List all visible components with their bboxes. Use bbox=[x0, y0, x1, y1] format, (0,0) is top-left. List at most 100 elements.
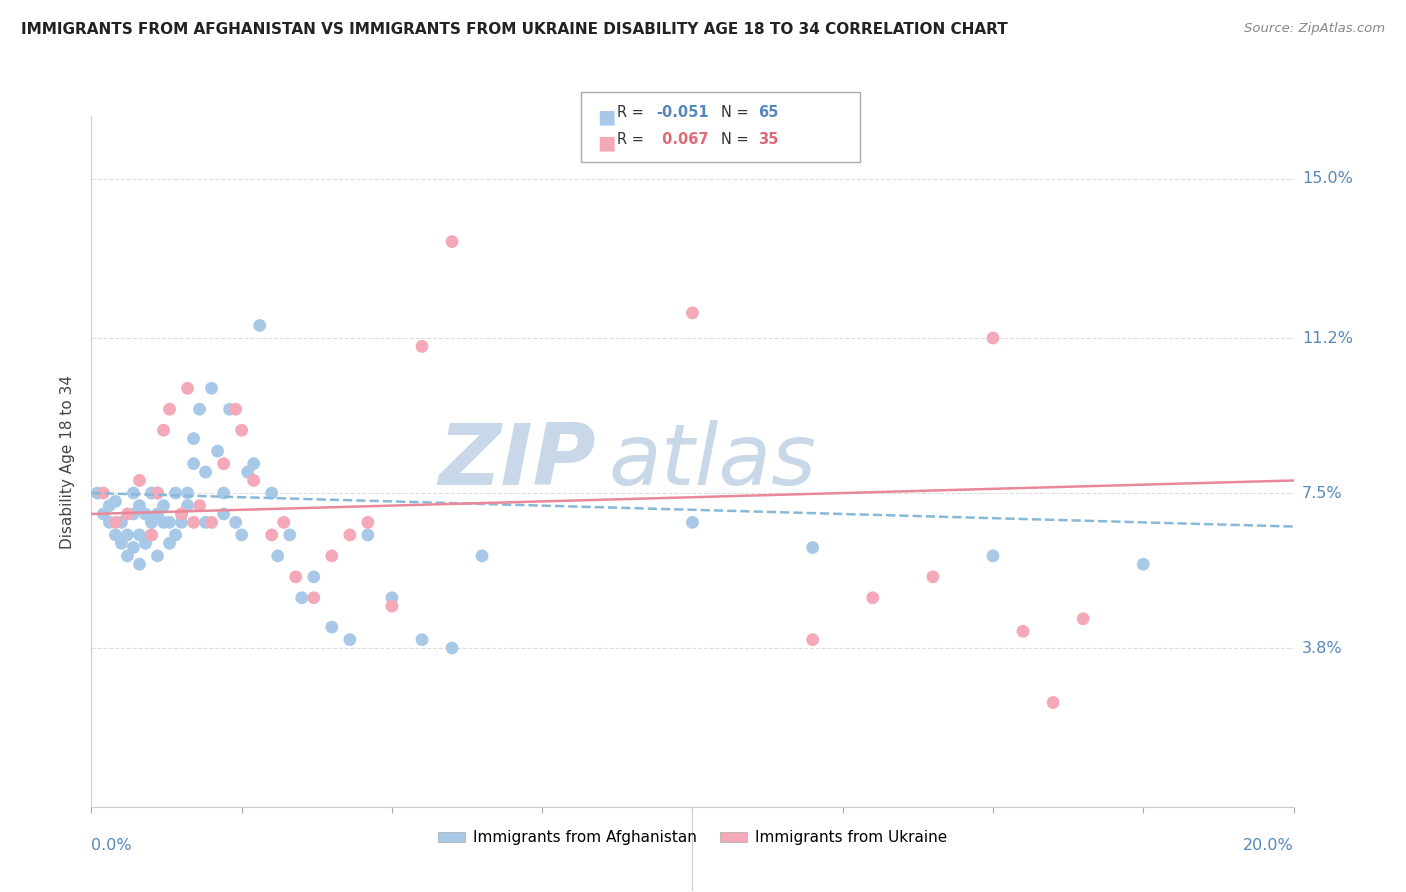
Point bbox=[981, 549, 1004, 563]
Point bbox=[339, 632, 361, 647]
Point bbox=[141, 516, 163, 530]
Text: 7.5%: 7.5% bbox=[1302, 485, 1343, 500]
Point bbox=[681, 516, 703, 530]
Point bbox=[122, 507, 145, 521]
Point bbox=[357, 516, 380, 530]
Point bbox=[471, 549, 494, 563]
Point bbox=[411, 632, 433, 647]
Point bbox=[284, 570, 307, 584]
Point bbox=[122, 541, 145, 555]
Text: Source: ZipAtlas.com: Source: ZipAtlas.com bbox=[1244, 22, 1385, 36]
Point bbox=[440, 641, 463, 656]
Point bbox=[104, 528, 127, 542]
Point bbox=[212, 457, 235, 471]
Point bbox=[110, 516, 132, 530]
Point bbox=[152, 423, 174, 437]
Legend: Immigrants from Afghanistan, Immigrants from Ukraine: Immigrants from Afghanistan, Immigrants … bbox=[432, 824, 953, 852]
Point bbox=[201, 381, 224, 395]
Point bbox=[440, 235, 463, 249]
Text: -0.051: -0.051 bbox=[657, 105, 709, 120]
Point bbox=[267, 549, 290, 563]
Point bbox=[128, 499, 150, 513]
Point bbox=[212, 507, 235, 521]
Point bbox=[104, 516, 127, 530]
Point bbox=[1042, 696, 1064, 710]
Point bbox=[218, 402, 240, 417]
Point bbox=[381, 599, 404, 614]
Point bbox=[152, 499, 174, 513]
Point bbox=[278, 528, 301, 542]
Text: 65: 65 bbox=[758, 105, 778, 120]
Point bbox=[194, 516, 217, 530]
Point bbox=[862, 591, 884, 605]
Point bbox=[159, 516, 181, 530]
Point bbox=[1012, 624, 1035, 639]
Point bbox=[146, 549, 169, 563]
Point bbox=[231, 423, 253, 437]
Point bbox=[117, 549, 139, 563]
Text: 11.2%: 11.2% bbox=[1302, 331, 1353, 345]
Point bbox=[176, 486, 198, 500]
Text: N =: N = bbox=[721, 132, 754, 147]
Point bbox=[922, 570, 945, 584]
Text: 0.067: 0.067 bbox=[657, 132, 709, 147]
Point bbox=[141, 528, 163, 542]
Point bbox=[165, 528, 187, 542]
Point bbox=[93, 507, 115, 521]
Point bbox=[242, 474, 264, 488]
Point bbox=[146, 486, 169, 500]
Point bbox=[231, 528, 253, 542]
Point bbox=[1071, 612, 1094, 626]
Text: 15.0%: 15.0% bbox=[1302, 171, 1353, 186]
Point bbox=[291, 591, 314, 605]
Point bbox=[104, 494, 127, 508]
Point bbox=[134, 536, 156, 550]
Point bbox=[183, 432, 205, 446]
Text: R =: R = bbox=[617, 105, 648, 120]
Point bbox=[176, 499, 198, 513]
Point bbox=[273, 516, 295, 530]
Point bbox=[411, 339, 433, 353]
Point bbox=[170, 507, 193, 521]
Point bbox=[170, 507, 193, 521]
Point bbox=[801, 541, 824, 555]
Point bbox=[128, 558, 150, 572]
Point bbox=[93, 486, 115, 500]
Point bbox=[170, 516, 193, 530]
Point bbox=[146, 507, 169, 521]
Text: ZIP: ZIP bbox=[439, 420, 596, 503]
Point bbox=[134, 507, 156, 521]
Point bbox=[302, 570, 325, 584]
Point bbox=[321, 549, 343, 563]
Point bbox=[242, 457, 264, 471]
Point bbox=[1132, 558, 1154, 572]
Point bbox=[183, 516, 205, 530]
Text: ■: ■ bbox=[598, 134, 616, 153]
Point bbox=[260, 528, 283, 542]
Y-axis label: Disability Age 18 to 34: Disability Age 18 to 34 bbox=[60, 375, 76, 549]
Point bbox=[98, 516, 121, 530]
Text: atlas: atlas bbox=[609, 420, 817, 503]
Text: ■: ■ bbox=[598, 107, 616, 126]
Point bbox=[194, 465, 217, 479]
Point bbox=[98, 499, 121, 513]
Point bbox=[159, 402, 181, 417]
Point bbox=[117, 528, 139, 542]
Point bbox=[381, 591, 404, 605]
Text: 35: 35 bbox=[758, 132, 778, 147]
Point bbox=[681, 306, 703, 320]
Point bbox=[207, 444, 229, 458]
Point bbox=[110, 536, 132, 550]
Point bbox=[128, 528, 150, 542]
Point bbox=[122, 486, 145, 500]
Point bbox=[117, 507, 139, 521]
Point bbox=[159, 536, 181, 550]
Point bbox=[249, 318, 271, 333]
Point bbox=[339, 528, 361, 542]
Text: R =: R = bbox=[617, 132, 648, 147]
Point bbox=[141, 486, 163, 500]
Point bbox=[357, 528, 380, 542]
Point bbox=[236, 465, 259, 479]
Point bbox=[86, 486, 108, 500]
Point bbox=[152, 516, 174, 530]
